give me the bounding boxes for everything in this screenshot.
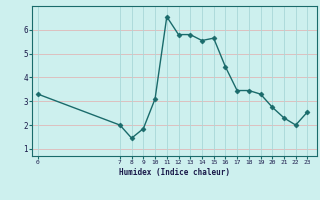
X-axis label: Humidex (Indice chaleur): Humidex (Indice chaleur) [119,168,230,177]
